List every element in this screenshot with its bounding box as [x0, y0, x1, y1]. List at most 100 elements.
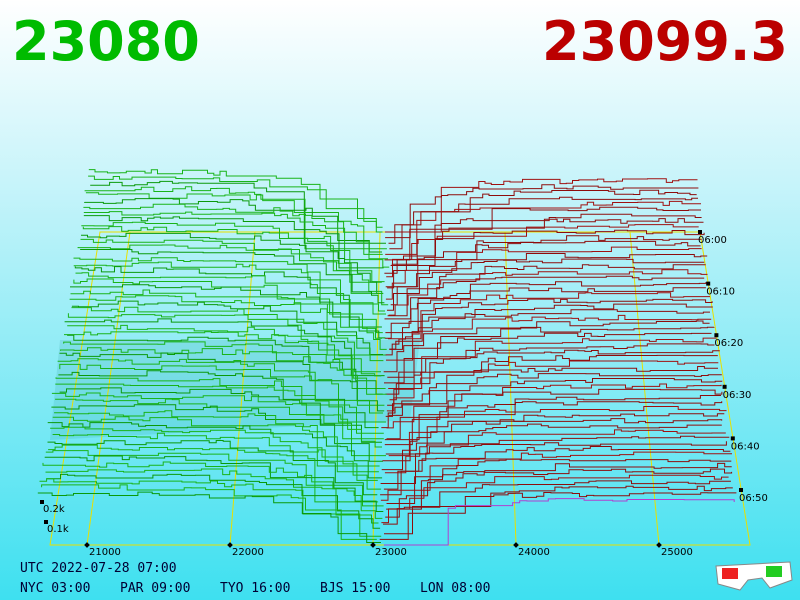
- bid-depth-line: [82, 226, 385, 283]
- price-label: 25000: [661, 547, 693, 558]
- time-label: 06:10: [706, 287, 735, 298]
- time-tick: [706, 281, 711, 286]
- bid-depth-line: [75, 272, 383, 334]
- bid-depth-line: [83, 215, 384, 269]
- ask-depth-line: [382, 418, 723, 462]
- ask-depth-line: [390, 253, 708, 306]
- bid-depth-line: [63, 341, 387, 395]
- volume-tick: [40, 500, 44, 504]
- bid-depth-line: [55, 383, 384, 440]
- bid-depth-line: [83, 211, 390, 268]
- axis-labels: 21000 22000 23000 24000 25000 06:00 06:10 06:20…: [40, 230, 768, 558]
- ask-depth-line: [381, 474, 729, 524]
- bid-depth-line: [41, 484, 377, 540]
- ask-depth-line: [384, 485, 733, 535]
- ask-depth-line: [384, 332, 712, 384]
- price-tick: [84, 542, 90, 548]
- bid-depth-line: [64, 331, 386, 389]
- ask-depth-line: [390, 213, 702, 266]
- ask-depth-line: [381, 378, 723, 429]
- ask-depth-line: [389, 298, 713, 350]
- bid-depth-line: [80, 238, 384, 294]
- ask-depth-line: [384, 395, 721, 441]
- bid-depth-line: [47, 440, 378, 496]
- ask-depth-line: [385, 281, 707, 334]
- ask-depth-line: [380, 451, 732, 501]
- price-tick: [370, 542, 376, 548]
- bid-depth-line: [51, 392, 382, 448]
- bid-depth-line: [47, 422, 383, 479]
- bid-depth-line: [74, 266, 382, 328]
- bid-depth-line: [42, 461, 383, 519]
- ask-depth-line: [386, 224, 699, 278]
- ask-depth-line: [385, 240, 701, 288]
- ask-depth-line: [388, 373, 722, 416]
- bid-depth-line: [55, 398, 386, 457]
- ask-depth-line: [383, 498, 735, 546]
- bid-depth-line: [52, 432, 382, 490]
- bid-depth-line: [81, 232, 384, 294]
- ask-depth-line: [384, 429, 726, 474]
- ask-depth-line: [383, 441, 727, 490]
- bid-depth-line: [51, 404, 383, 462]
- price-label: 23000: [375, 547, 407, 558]
- time-label: 06:40: [731, 441, 760, 452]
- price-tick: [656, 542, 662, 548]
- bid-depth-line: [84, 198, 382, 253]
- volume-label: 0.2k: [43, 504, 65, 515]
- ask-depth-line: [388, 337, 717, 389]
- ask-depth-line: [385, 468, 733, 518]
- bid-depth-line: [84, 186, 387, 250]
- ask-depth-line: [388, 292, 710, 340]
- ask-depth-line: [385, 309, 710, 356]
- bid-depth-line: [85, 192, 383, 255]
- bid-depth-line: [50, 426, 378, 481]
- bid-depth-line: [71, 306, 384, 362]
- bid-depth-line: [90, 180, 386, 244]
- ask-depth-line: [385, 413, 725, 455]
- bid-depth-line: [60, 347, 385, 406]
- bid-depth-line: [80, 249, 385, 304]
- ask-depth-line: [386, 462, 732, 510]
- bid-depth-line: [67, 324, 382, 377]
- bid-depth-line: [54, 410, 380, 467]
- ask-depth-line: [388, 406, 727, 457]
- city-time: BJS 15:00: [320, 581, 390, 596]
- 3d-glasses-icon[interactable]: [715, 561, 793, 591]
- ask-depth-line: [391, 218, 704, 265]
- bid-depth-line: [59, 387, 382, 443]
- bid-depth-line: [58, 370, 379, 429]
- ask-depth-line: [379, 492, 737, 540]
- ask-depth-line: [385, 246, 702, 300]
- bid-depth-line: [59, 363, 387, 423]
- bid-depth-line: [70, 284, 386, 339]
- ask-depth-line: [385, 178, 698, 233]
- ask-depth-line: [384, 287, 706, 339]
- ask-depth-line: [387, 235, 702, 289]
- bid-depth-line: [52, 416, 379, 473]
- depth-lines: [37, 169, 737, 546]
- ask-depth-line: [386, 360, 719, 412]
- utc-time: UTC 2022-07-28 07:00: [20, 561, 177, 576]
- ask-depth-line: [384, 275, 705, 320]
- bid-depth-line: [46, 473, 381, 529]
- ask-depth-line: [385, 200, 701, 255]
- bid-depth-line: [45, 450, 384, 507]
- time-label: 06:00: [698, 235, 727, 246]
- bid-depth-line: [71, 300, 383, 355]
- time-tick: [730, 436, 735, 441]
- bid-depth-line: [88, 175, 383, 228]
- volume-label: 0.1k: [47, 524, 69, 535]
- ask-depth-line: [386, 314, 712, 361]
- time-tick: [698, 230, 702, 234]
- ask-depth-line: [388, 269, 708, 316]
- ask-depth-line: [389, 349, 720, 401]
- bid-depth-line: [55, 377, 384, 434]
- bid-depth-line: [37, 491, 381, 543]
- city-clocks: NYC 03:00 PAR 09:00 TYO 16:00 BJS 15:00 LON …: [20, 581, 490, 596]
- ask-depth-line: [387, 258, 705, 311]
- ask-depth-line: [387, 326, 715, 378]
- bid-depth-line: [45, 468, 379, 524]
- price-tick: [227, 542, 233, 548]
